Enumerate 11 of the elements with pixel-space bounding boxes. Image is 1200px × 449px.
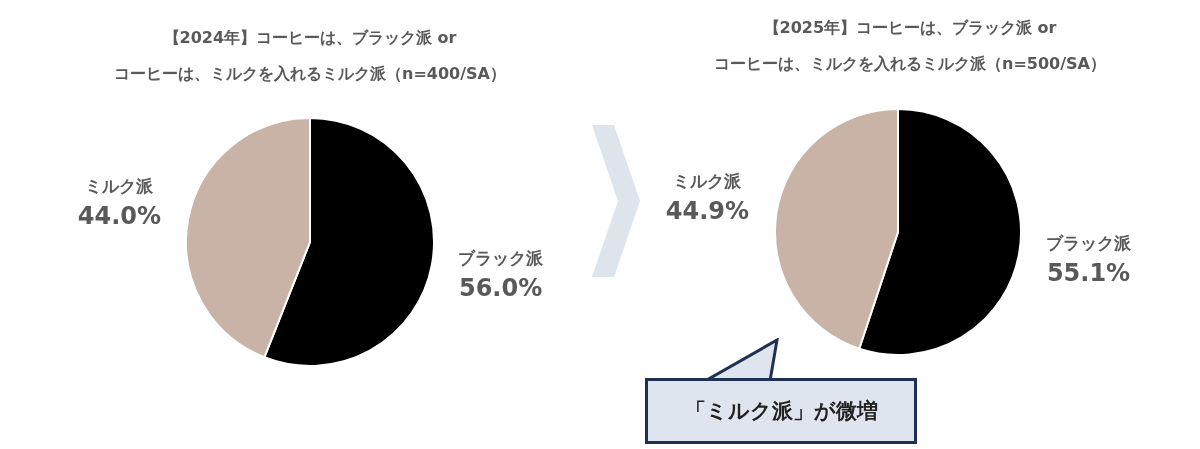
- data-label: 56.0%: [458, 274, 543, 303]
- slice-label: ブラック派: [458, 248, 545, 269]
- text: 「ミルク派」が微増: [645, 378, 917, 444]
- slice-label: ミルク派: [85, 175, 155, 196]
- data-label: 44.0%: [77, 201, 162, 230]
- chart-title: 【2024年】コーヒーは、ブラック派 or コーヒーは、ミルクを入れるミルク派（n=400/SA）: [113, 27, 507, 85]
- slice-label: ミルク派: [673, 171, 743, 192]
- data-label: 44.9%: [665, 197, 750, 226]
- chart-title: 【2025年】コーヒーは、ブラック派 or コーヒーは、ミルクを入れるミルク派（n=500/SA）: [713, 17, 1107, 75]
- data-label: 55.1%: [1046, 258, 1131, 287]
- slice-label: ブラック派: [1046, 232, 1133, 253]
